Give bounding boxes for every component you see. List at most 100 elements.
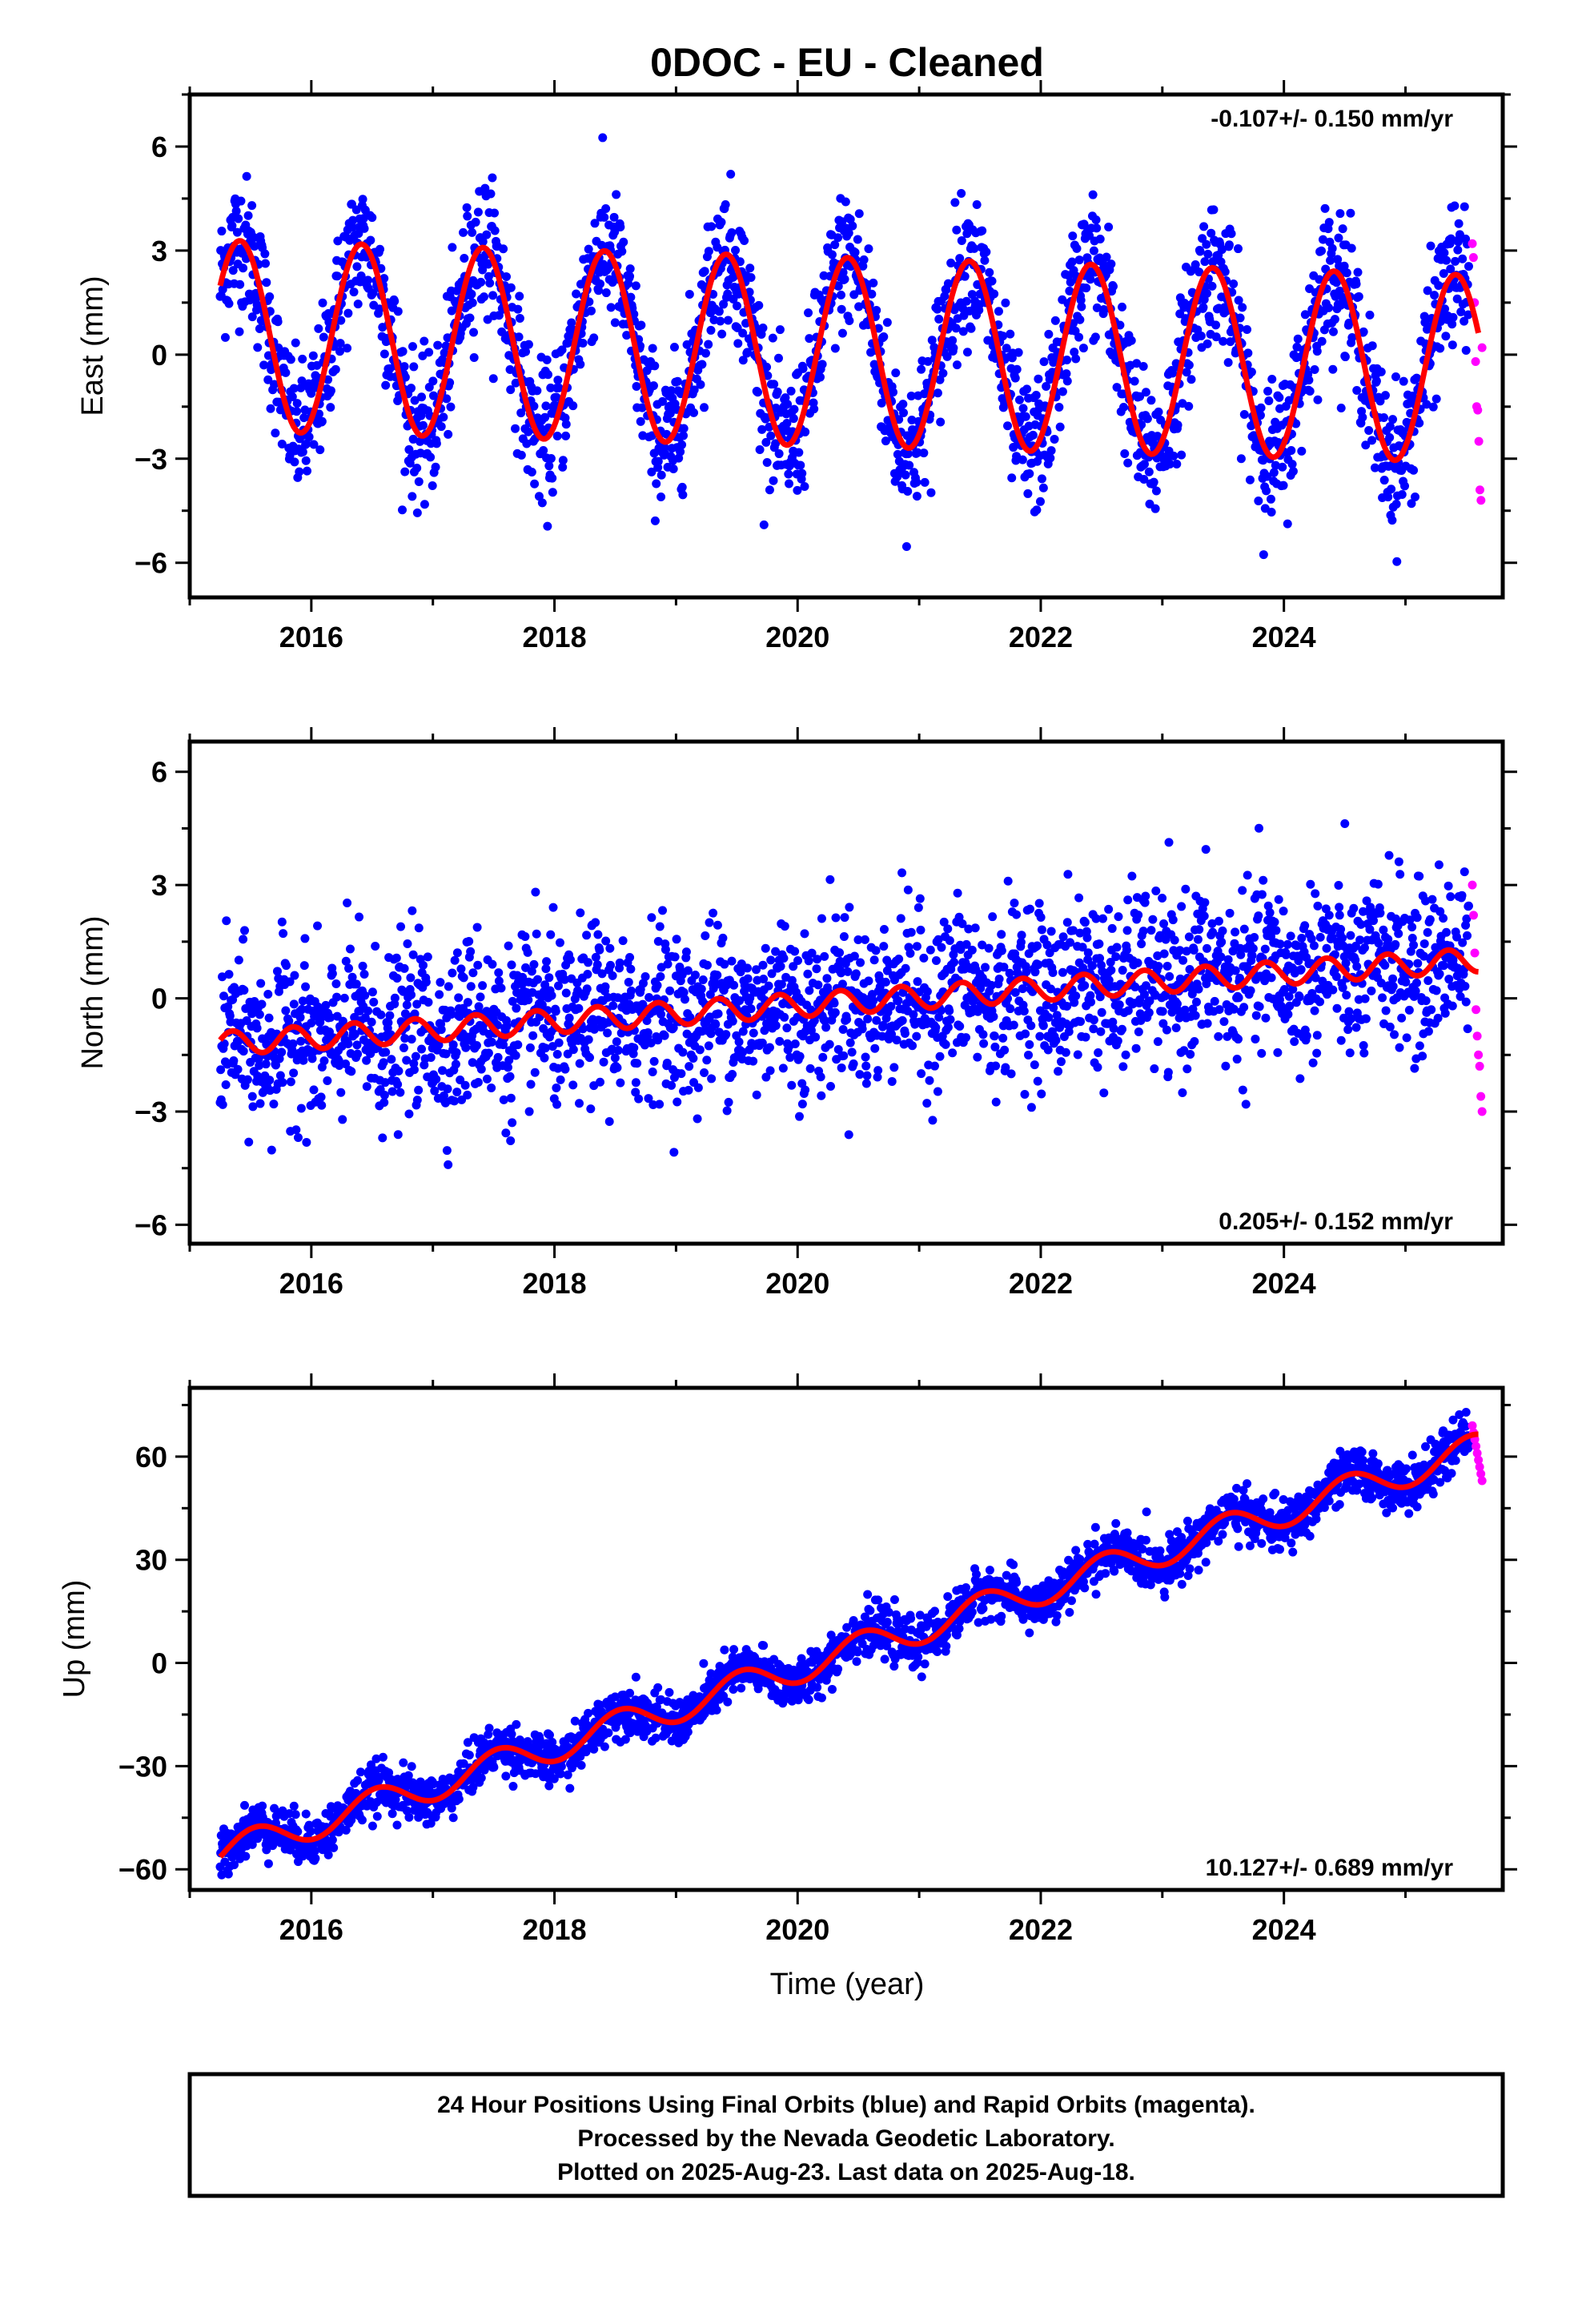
final-orbit-point: [608, 971, 617, 980]
final-orbit-point: [564, 1013, 574, 1023]
final-orbit-point: [653, 936, 663, 946]
final-orbit-point: [702, 1055, 712, 1065]
data-layer: [215, 1407, 1487, 1880]
final-orbit-point: [1324, 218, 1334, 227]
final-orbit-point: [1146, 396, 1156, 405]
final-orbit-point: [270, 380, 279, 389]
final-orbit-point: [339, 993, 349, 1003]
final-orbit-point: [1270, 917, 1279, 927]
final-orbit-point: [916, 925, 926, 935]
final-orbit-point: [1158, 1019, 1168, 1028]
final-orbit-point: [430, 1086, 440, 1096]
final-orbit-point: [919, 953, 929, 963]
final-orbit-point: [1434, 280, 1443, 290]
final-orbit-point: [1038, 483, 1048, 493]
final-orbit-point: [1168, 368, 1178, 378]
final-orbit-point: [335, 339, 345, 348]
final-orbit-point: [685, 289, 694, 299]
final-orbit-point: [758, 324, 768, 333]
final-orbit-point: [844, 1130, 853, 1140]
final-orbit-point: [508, 1118, 517, 1128]
final-orbit-point: [1141, 388, 1150, 397]
final-orbit-point: [596, 279, 605, 289]
final-orbit-point: [233, 1064, 243, 1074]
data-layer: [215, 133, 1487, 566]
final-orbit-point: [1076, 1017, 1086, 1027]
final-orbit-point: [1153, 951, 1162, 961]
final-orbit-point: [784, 469, 793, 479]
final-orbit-point: [984, 943, 994, 953]
final-orbit-point: [408, 950, 418, 959]
final-orbit-point: [1010, 373, 1020, 383]
final-orbit-point: [757, 424, 767, 434]
final-orbit-point: [446, 402, 456, 412]
final-orbit-point: [707, 1074, 717, 1084]
final-orbit-point: [1010, 987, 1020, 997]
final-orbit-point: [527, 467, 536, 476]
final-orbit-point: [524, 340, 533, 349]
y-tick-label: −60: [118, 1853, 167, 1886]
final-orbit-point: [939, 917, 949, 927]
final-orbit-point: [1407, 923, 1417, 932]
final-orbit-point: [1415, 418, 1424, 428]
final-orbit-point: [532, 929, 541, 939]
final-orbit-point: [1032, 505, 1042, 515]
final-orbit-point: [862, 1071, 872, 1080]
final-orbit-point: [713, 1009, 723, 1019]
final-orbit-point: [790, 947, 800, 956]
final-orbit-point: [830, 1007, 840, 1017]
x-tick-label: 2024: [1252, 621, 1316, 653]
final-orbit-point: [1104, 904, 1114, 914]
final-orbit-point: [1259, 550, 1268, 560]
final-orbit-point: [555, 938, 564, 947]
final-orbit-point: [669, 1023, 678, 1032]
final-orbit-point: [327, 969, 337, 979]
final-orbit-point: [981, 963, 990, 972]
final-orbit-point: [1375, 396, 1385, 406]
final-orbit-point: [272, 967, 282, 976]
final-orbit-point: [915, 894, 925, 903]
final-orbit-point: [1453, 245, 1463, 255]
final-orbit-point: [263, 989, 273, 999]
final-orbit-point: [380, 1078, 390, 1088]
final-orbit-point: [625, 271, 635, 281]
final-orbit-point: [1044, 329, 1054, 339]
final-orbit-point: [1190, 1036, 1199, 1046]
final-orbit-point: [1376, 367, 1386, 376]
final-orbit-point: [1140, 898, 1150, 907]
final-orbit-point: [1118, 966, 1127, 975]
final-orbit-point: [813, 955, 822, 964]
final-orbit-point: [1141, 981, 1150, 991]
final-orbit-point: [563, 338, 572, 348]
final-orbit-point: [1114, 912, 1123, 922]
final-orbit-point: [1352, 386, 1362, 396]
final-orbit-point: [1446, 892, 1456, 902]
final-orbit-point: [1211, 320, 1221, 330]
final-orbit-point: [1096, 1027, 1106, 1036]
final-orbit-point: [1230, 939, 1239, 948]
final-orbit-point: [1141, 891, 1150, 901]
final-orbit-point: [738, 356, 748, 365]
final-orbit-point: [585, 1053, 595, 1063]
final-orbit-point: [896, 914, 905, 923]
final-orbit-point: [1039, 357, 1049, 367]
final-orbit-point: [738, 1027, 748, 1036]
final-orbit-point: [331, 364, 340, 374]
final-orbit-point: [1300, 921, 1310, 931]
final-orbit-point: [723, 316, 733, 325]
final-orbit-point: [864, 244, 873, 254]
final-orbit-point: [749, 1028, 758, 1038]
final-orbit-point: [1317, 336, 1327, 346]
final-orbit-point: [524, 1107, 534, 1116]
final-orbit-point: [827, 250, 837, 259]
final-orbit-point: [677, 482, 687, 492]
final-orbit-point: [893, 472, 902, 481]
final-orbit-point: [1195, 925, 1204, 935]
final-orbit-point: [938, 368, 948, 378]
final-orbit-point: [970, 243, 979, 253]
final-orbit-point: [575, 1059, 584, 1068]
final-orbit-point: [1444, 975, 1454, 984]
final-orbit-point: [805, 986, 814, 995]
final-orbit-point: [1332, 1003, 1342, 1013]
